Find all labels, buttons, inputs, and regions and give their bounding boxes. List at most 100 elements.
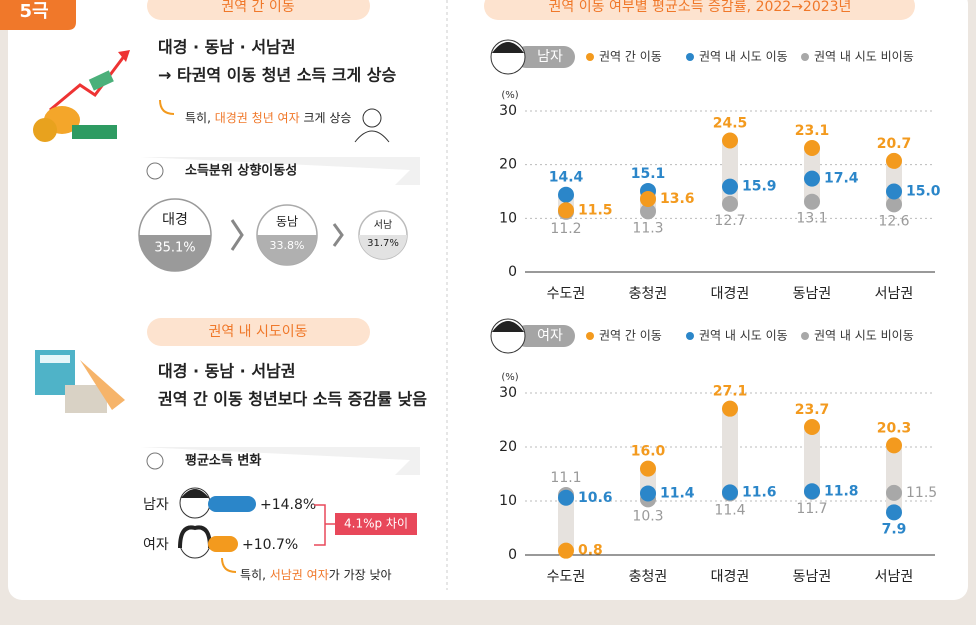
- row-name: 남자: [143, 497, 169, 513]
- legend-marker: [586, 332, 594, 340]
- note-text: 특히,: [185, 111, 215, 125]
- legend-marker: [801, 332, 809, 340]
- note-text: 크게 상승: [300, 111, 352, 125]
- value-label: 0.8: [578, 543, 603, 559]
- value-label: 12.6: [878, 213, 909, 229]
- avatar-hair: [492, 42, 524, 53]
- icon: [146, 452, 164, 470]
- headline: 대경 · 동남 · 서남권: [158, 38, 295, 57]
- headline: 대경 · 동남 · 서남권: [158, 362, 295, 381]
- range-bar: [886, 445, 902, 513]
- value-label: 11.5: [906, 485, 937, 501]
- dot: [640, 203, 656, 220]
- value-label: 20.7: [877, 136, 912, 152]
- pill: [147, 318, 370, 346]
- dot: [722, 195, 738, 212]
- value-label: 7.9: [882, 521, 907, 537]
- x-tick-label: 충청권: [629, 569, 668, 585]
- x-tick-label: 동남권: [793, 286, 832, 302]
- label-pill: [515, 46, 575, 68]
- note-text: 특히,: [240, 568, 270, 582]
- chart-label: 여자: [537, 328, 563, 344]
- dot: [722, 132, 738, 149]
- x-tick-label: 서남권: [875, 569, 914, 585]
- note-arrow: [221, 557, 237, 573]
- legend-label: 권역 내 시도 이동: [699, 329, 788, 343]
- legend-marker: [801, 53, 809, 61]
- legend-marker: [686, 53, 694, 61]
- range-bar: [722, 408, 738, 494]
- x-tick-label: 동남권: [793, 569, 832, 585]
- bar-shape: [208, 536, 238, 552]
- value-label: 11.6: [742, 484, 777, 500]
- value-label: 11.7: [796, 501, 827, 517]
- value-label: 23.1: [795, 123, 830, 139]
- legend-label: 권역 내 시도 이동: [699, 50, 788, 64]
- chart-title: 권역 이동 여부별 평균소득 증감률, 2022→2023년: [549, 0, 852, 15]
- circle-name: 서남: [374, 219, 392, 231]
- dot: [804, 483, 820, 500]
- y-axis-label: (%): [501, 372, 518, 383]
- pill: [147, 0, 370, 20]
- dot: [640, 191, 656, 208]
- box-label-bg: [140, 447, 420, 475]
- y-tick-label: 10: [499, 493, 517, 509]
- dot: [886, 196, 902, 213]
- bracket: [314, 504, 335, 546]
- value-label: 20.3: [877, 420, 912, 436]
- note: 특히, 대경권 청년 여자 크게 상승: [185, 111, 351, 125]
- row-value: +14.8%: [260, 497, 316, 513]
- x-tick-label: 충청권: [629, 286, 668, 302]
- headline: → 타권역 이동 청년 소득 크게 상승: [158, 66, 396, 85]
- value-label: 10.3: [632, 508, 663, 524]
- circles: 대경 35.1% 동남 33.8% 서남 31.7%: [138, 198, 408, 272]
- row-name: 여자: [143, 537, 169, 553]
- value-label: 15.0: [906, 184, 941, 200]
- x-tick-label: 대경권: [711, 286, 750, 302]
- x-tick-label: 수도권: [547, 569, 586, 585]
- dot: [558, 489, 574, 506]
- value-label: 23.7: [795, 402, 830, 418]
- box-label: 평균소득 변화: [185, 453, 261, 469]
- legend-marker: [586, 53, 594, 61]
- dot: [640, 460, 656, 477]
- x-tick-label: 서남권: [875, 286, 914, 302]
- value-label: 13.6: [660, 191, 695, 207]
- avatar-hair: [181, 489, 209, 498]
- label-pill: [515, 325, 575, 347]
- value-label: 10.6: [578, 490, 613, 506]
- tag: 5극: [19, 1, 48, 22]
- value-label: 11.4: [660, 485, 695, 501]
- value-label: 11.2: [550, 221, 581, 237]
- dot: [804, 140, 820, 157]
- difference-badge: [335, 513, 417, 535]
- range-bar: [804, 427, 820, 492]
- avatar-hair: [492, 321, 524, 332]
- tag-bg: [0, 0, 76, 30]
- value-label: 16.0: [631, 444, 666, 460]
- note-text: 가 가장 낮아: [329, 568, 392, 582]
- value-label: 11.5: [578, 202, 613, 218]
- legend-label: 권역 내 시도 비이동: [814, 329, 914, 343]
- pill: [484, 0, 915, 20]
- x-tick-label: 수도권: [547, 286, 586, 302]
- dot: [722, 484, 738, 501]
- value-label: 12.7: [714, 213, 745, 229]
- value-label: 24.5: [713, 116, 748, 132]
- value-label: 11.8: [824, 483, 859, 499]
- dot: [804, 170, 820, 187]
- money-illustration: [33, 50, 130, 142]
- value-label: 14.4: [549, 170, 584, 186]
- dot: [886, 183, 902, 200]
- y-tick-label: 0: [508, 264, 517, 280]
- legend-marker: [686, 332, 694, 340]
- dot: [558, 186, 574, 203]
- calculator-illustration: [35, 350, 125, 413]
- value-label: 11.3: [632, 220, 663, 236]
- y-tick-label: 20: [499, 439, 517, 455]
- bar-shape: [208, 496, 256, 512]
- value-label: 15.1: [631, 166, 666, 182]
- y-axis-label: (%): [501, 90, 518, 101]
- value-label: 13.1: [796, 211, 827, 227]
- circle-value: 31.7%: [367, 238, 399, 249]
